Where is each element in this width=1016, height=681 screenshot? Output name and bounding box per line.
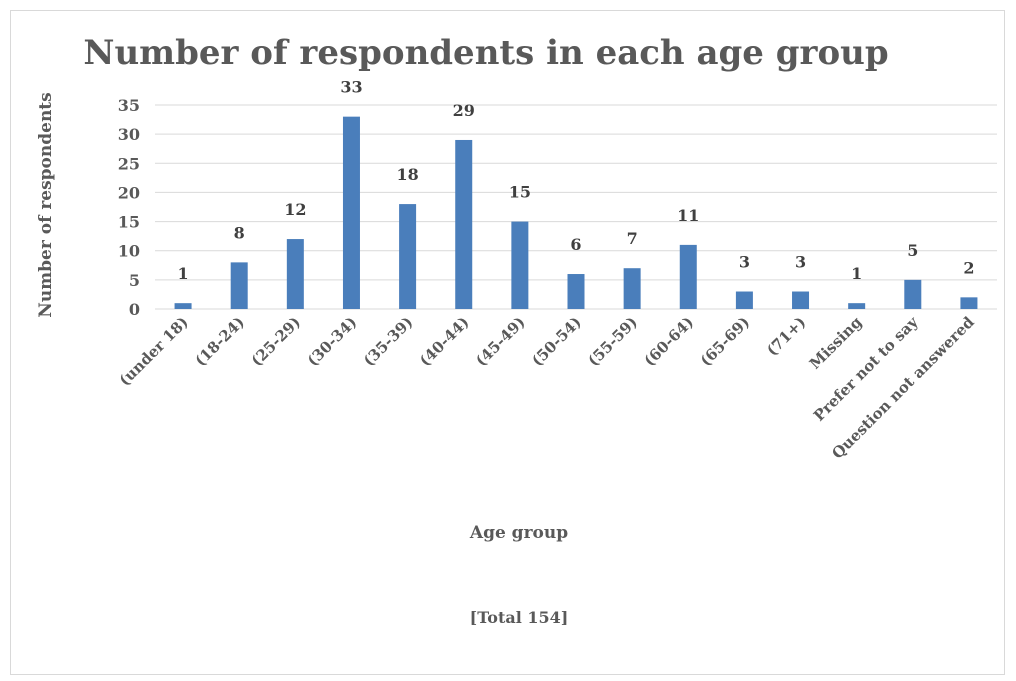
y-tick-label: 20 — [118, 183, 140, 202]
bar — [792, 291, 810, 309]
data-label: 5 — [907, 241, 918, 260]
bar — [342, 116, 360, 310]
bar — [623, 268, 641, 309]
x-axis-ticks: (under 18) (18-24) (25-29) (30-34) (35-39) (4… — [115, 312, 978, 462]
x-tick-label: (35-39) — [360, 313, 417, 370]
data-label: 15 — [509, 183, 531, 202]
bar — [230, 262, 248, 309]
bar — [455, 139, 473, 309]
y-tick-label: 25 — [118, 154, 140, 173]
bar — [567, 274, 585, 309]
bar — [904, 279, 922, 309]
data-label: 8 — [234, 223, 245, 242]
y-tick-label: 35 — [118, 96, 140, 115]
x-tick-label: (60-64) — [640, 313, 697, 370]
x-tick-label: (18-24) — [191, 313, 248, 370]
data-label: 3 — [795, 253, 806, 272]
bar — [511, 221, 529, 309]
y-axis-ticks: 0 5 10 15 20 25 30 35 — [118, 96, 140, 319]
data-label: 18 — [396, 165, 418, 184]
bar — [286, 239, 304, 309]
y-tick-label: 30 — [118, 125, 140, 144]
data-label: 11 — [677, 206, 699, 225]
data-label: 1 — [177, 264, 188, 283]
chart-title: Number of respondents in each age group — [83, 33, 888, 73]
bar — [960, 297, 978, 309]
x-tick-label: (45-49) — [472, 313, 529, 370]
data-label: 29 — [453, 101, 475, 120]
y-tick-label: 15 — [118, 213, 140, 232]
x-tick-label: (50-54) — [528, 313, 585, 370]
x-tick-label: Missing — [806, 313, 866, 373]
y-tick-label: 5 — [129, 271, 140, 290]
total-note: [Total 154] — [470, 608, 569, 627]
data-label: 3 — [739, 253, 750, 272]
bar — [848, 303, 866, 309]
data-label: 6 — [570, 235, 581, 254]
data-label: 1 — [851, 264, 862, 283]
x-tick-label: (65-69) — [697, 313, 754, 370]
data-label: 12 — [284, 200, 306, 219]
bar — [735, 291, 753, 309]
x-tick-label: (25-29) — [247, 313, 304, 370]
y-tick-label: 10 — [118, 242, 140, 261]
data-label: 7 — [627, 229, 638, 248]
x-tick-label: (40-44) — [416, 313, 473, 370]
y-tick-label: 0 — [129, 300, 140, 319]
x-tick-label: (71+) — [763, 313, 809, 359]
bars — [174, 116, 978, 310]
bar — [399, 204, 417, 309]
y-axis-title: Number of respondents — [36, 92, 56, 317]
chart-frame — [10, 10, 1005, 675]
data-label: 2 — [963, 258, 974, 277]
data-label: 33 — [340, 78, 362, 97]
x-tick-label: (under 18) — [115, 313, 191, 389]
x-tick-label: Prefer not to say — [810, 312, 923, 425]
bar — [174, 303, 192, 309]
x-tick-label: (30-34) — [304, 313, 361, 370]
x-tick-label: (55-59) — [584, 313, 641, 370]
bar — [679, 244, 697, 309]
x-axis-title: Age group — [469, 523, 568, 543]
